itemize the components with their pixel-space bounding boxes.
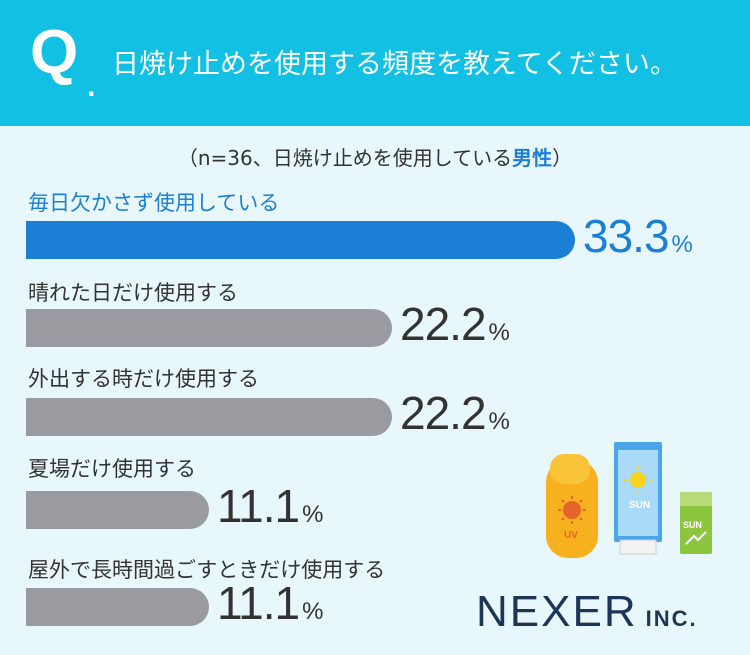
value-number: 11.1 bbox=[217, 577, 300, 629]
value-number: 22.2 bbox=[400, 387, 487, 439]
bar bbox=[26, 491, 209, 529]
question-text: 日焼け止めを使用する頻度を教えてください。 bbox=[112, 49, 677, 80]
value-unit: % bbox=[302, 501, 324, 528]
nexer-logo: NEXER INC. bbox=[476, 587, 698, 637]
value-label: 11.1% bbox=[217, 580, 323, 626]
bar bbox=[26, 398, 392, 436]
sunscreen-illustration: UV SUN SUN bbox=[546, 442, 712, 558]
category-label: 毎日欠かさず使用している bbox=[28, 191, 280, 215]
question-mark-q: Q bbox=[30, 18, 79, 87]
category-label: 夏場だけ使用する bbox=[28, 457, 196, 481]
value-unit: % bbox=[302, 598, 324, 625]
uv-label: UV bbox=[564, 530, 578, 541]
logo-inc: INC. bbox=[645, 606, 698, 631]
bar bbox=[26, 309, 392, 347]
value-number: 11.1 bbox=[217, 480, 300, 532]
value-number: 22.2 bbox=[400, 298, 487, 350]
category-label: 晴れた日だけ使用する bbox=[28, 281, 238, 305]
header-banner: Q . 日焼け止めを使用する頻度を教えてください。 bbox=[0, 0, 750, 126]
bar bbox=[26, 221, 575, 259]
category-label: 屋外で長時間過ごすときだけ使用する bbox=[28, 558, 386, 582]
sun-tube-icon: SUN bbox=[614, 442, 662, 555]
value-number: 33.3 bbox=[583, 210, 670, 262]
sample-note-highlight: 男性 bbox=[512, 146, 553, 170]
value-label: 33.3% bbox=[583, 213, 693, 259]
sun-box-icon: SUN bbox=[680, 492, 712, 554]
value-unit: % bbox=[488, 408, 510, 435]
sample-note: （n=36、日焼け止めを使用している男性） bbox=[0, 144, 750, 172]
sun-tube-label: SUN bbox=[629, 500, 650, 511]
value-unit: % bbox=[488, 319, 510, 346]
uv-bottle-icon: UV bbox=[546, 454, 598, 558]
sample-note-after: ） bbox=[552, 146, 573, 170]
bar bbox=[26, 588, 209, 626]
category-label: 外出する時だけ使用する bbox=[28, 367, 259, 391]
value-label: 11.1% bbox=[217, 483, 323, 529]
sun-box-label: SUN bbox=[683, 520, 702, 530]
value-label: 22.2% bbox=[400, 390, 510, 436]
question-mark-dot: . bbox=[87, 70, 96, 103]
value-label: 22.2% bbox=[400, 301, 510, 347]
sample-note-before: （n=36、日焼け止めを使用している bbox=[177, 146, 513, 170]
value-unit: % bbox=[671, 231, 693, 258]
logo-main: NEXER bbox=[476, 587, 638, 636]
